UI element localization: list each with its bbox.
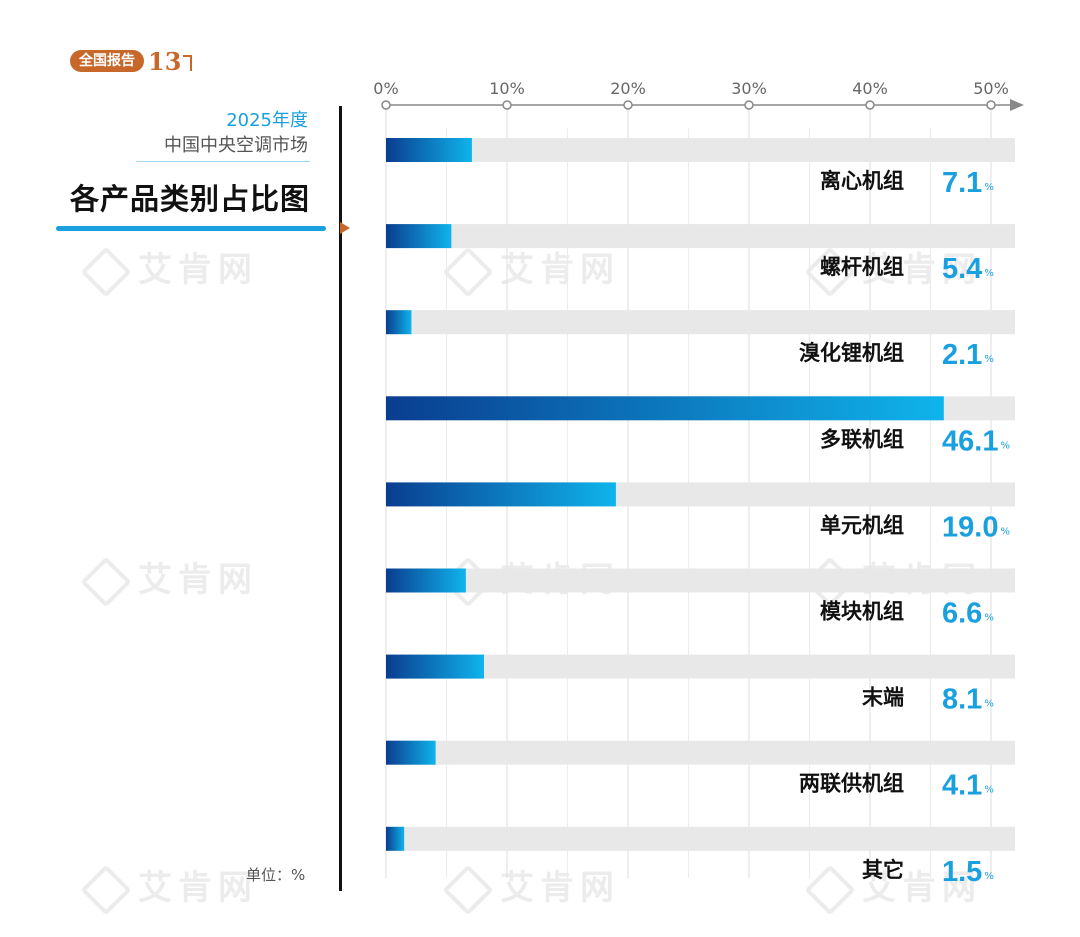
x-tick-label: 50% bbox=[973, 79, 1009, 98]
value-label: 6.6 bbox=[942, 598, 982, 630]
bar bbox=[386, 482, 616, 507]
report-badge-number: 13 bbox=[148, 46, 182, 76]
percent-sign: % bbox=[984, 871, 994, 882]
watermark: 艾肯网 bbox=[80, 552, 258, 607]
percent-sign: % bbox=[1000, 440, 1010, 451]
watermark: 艾肯网 bbox=[442, 242, 620, 297]
x-tick-marker bbox=[381, 100, 391, 110]
x-tick-label: 0% bbox=[373, 79, 398, 98]
report-year: 2025年度 bbox=[226, 110, 308, 131]
bar-track bbox=[386, 224, 1015, 249]
value-label: 2.1 bbox=[942, 339, 982, 371]
report-badge: 全国报告 13 bbox=[70, 46, 193, 76]
value-label: 8.1 bbox=[942, 684, 982, 716]
x-tick-label: 20% bbox=[610, 79, 646, 98]
value-label: 5.4 bbox=[942, 253, 982, 285]
category-label: 两联供机组 bbox=[799, 772, 904, 796]
vertical-divider bbox=[339, 106, 342, 891]
percent-sign: % bbox=[984, 613, 994, 624]
watermark: 艾肯网 bbox=[442, 860, 620, 915]
badge-bracket-icon bbox=[183, 55, 193, 71]
bar-track bbox=[386, 740, 1015, 765]
market-name: 中国中央空调市场 bbox=[164, 135, 308, 156]
percent-sign: % bbox=[984, 182, 994, 193]
x-tick-marker bbox=[502, 100, 512, 110]
unit-label: 单位：% bbox=[246, 866, 306, 884]
percent-sign: % bbox=[984, 268, 994, 279]
category-label: 单元机组 bbox=[820, 513, 904, 537]
bar-track bbox=[386, 310, 1015, 335]
bar bbox=[386, 138, 472, 162]
pointer-arrow-icon bbox=[340, 222, 350, 234]
value-label: 19.0 bbox=[942, 511, 998, 543]
bar-track bbox=[386, 138, 1015, 162]
bar-track bbox=[386, 826, 1015, 851]
bar bbox=[386, 396, 944, 421]
bar bbox=[386, 740, 436, 765]
category-label: 其它 bbox=[862, 858, 904, 882]
bar bbox=[386, 224, 452, 249]
watermark: 艾肯网 bbox=[80, 242, 258, 297]
bar bbox=[386, 654, 485, 679]
x-tick-marker bbox=[865, 100, 875, 110]
subtitle-divider bbox=[136, 161, 310, 162]
x-tick-marker bbox=[744, 100, 754, 110]
bar bbox=[386, 568, 466, 593]
category-label: 末端 bbox=[862, 686, 904, 710]
x-tick-marker bbox=[986, 100, 996, 110]
x-axis-arrow-icon bbox=[1010, 99, 1024, 111]
percent-sign: % bbox=[984, 354, 994, 365]
percent-sign: % bbox=[984, 785, 994, 796]
category-label: 螺杆机组 bbox=[820, 255, 904, 279]
bar bbox=[386, 826, 405, 851]
category-label: 模块机组 bbox=[820, 600, 904, 624]
bar-track bbox=[386, 568, 1015, 593]
percent-sign: % bbox=[984, 699, 994, 710]
watermark: 艾肯网 bbox=[804, 860, 982, 915]
bar-track bbox=[386, 654, 1015, 679]
value-label: 7.1 bbox=[942, 167, 982, 199]
category-label: 溴化锂机组 bbox=[799, 341, 904, 365]
x-tick-label: 30% bbox=[731, 79, 767, 98]
x-tick-marker bbox=[623, 100, 633, 110]
x-tick-label: 40% bbox=[852, 79, 888, 98]
title-underline bbox=[56, 226, 326, 231]
watermark: 艾肯网 bbox=[804, 242, 982, 297]
report-badge-label: 全国报告 bbox=[70, 50, 144, 72]
value-label: 4.1 bbox=[942, 770, 982, 802]
value-label: 1.5 bbox=[942, 856, 982, 888]
category-label: 多联机组 bbox=[820, 427, 904, 451]
bar bbox=[386, 310, 412, 335]
percent-sign: % bbox=[1000, 526, 1010, 537]
chart-title: 各产品类别占比图 bbox=[69, 182, 310, 216]
watermark: 艾肯网 bbox=[80, 860, 258, 915]
category-label: 离心机组 bbox=[820, 169, 904, 193]
value-label: 46.1 bbox=[942, 425, 998, 457]
x-tick-label: 10% bbox=[489, 79, 525, 98]
